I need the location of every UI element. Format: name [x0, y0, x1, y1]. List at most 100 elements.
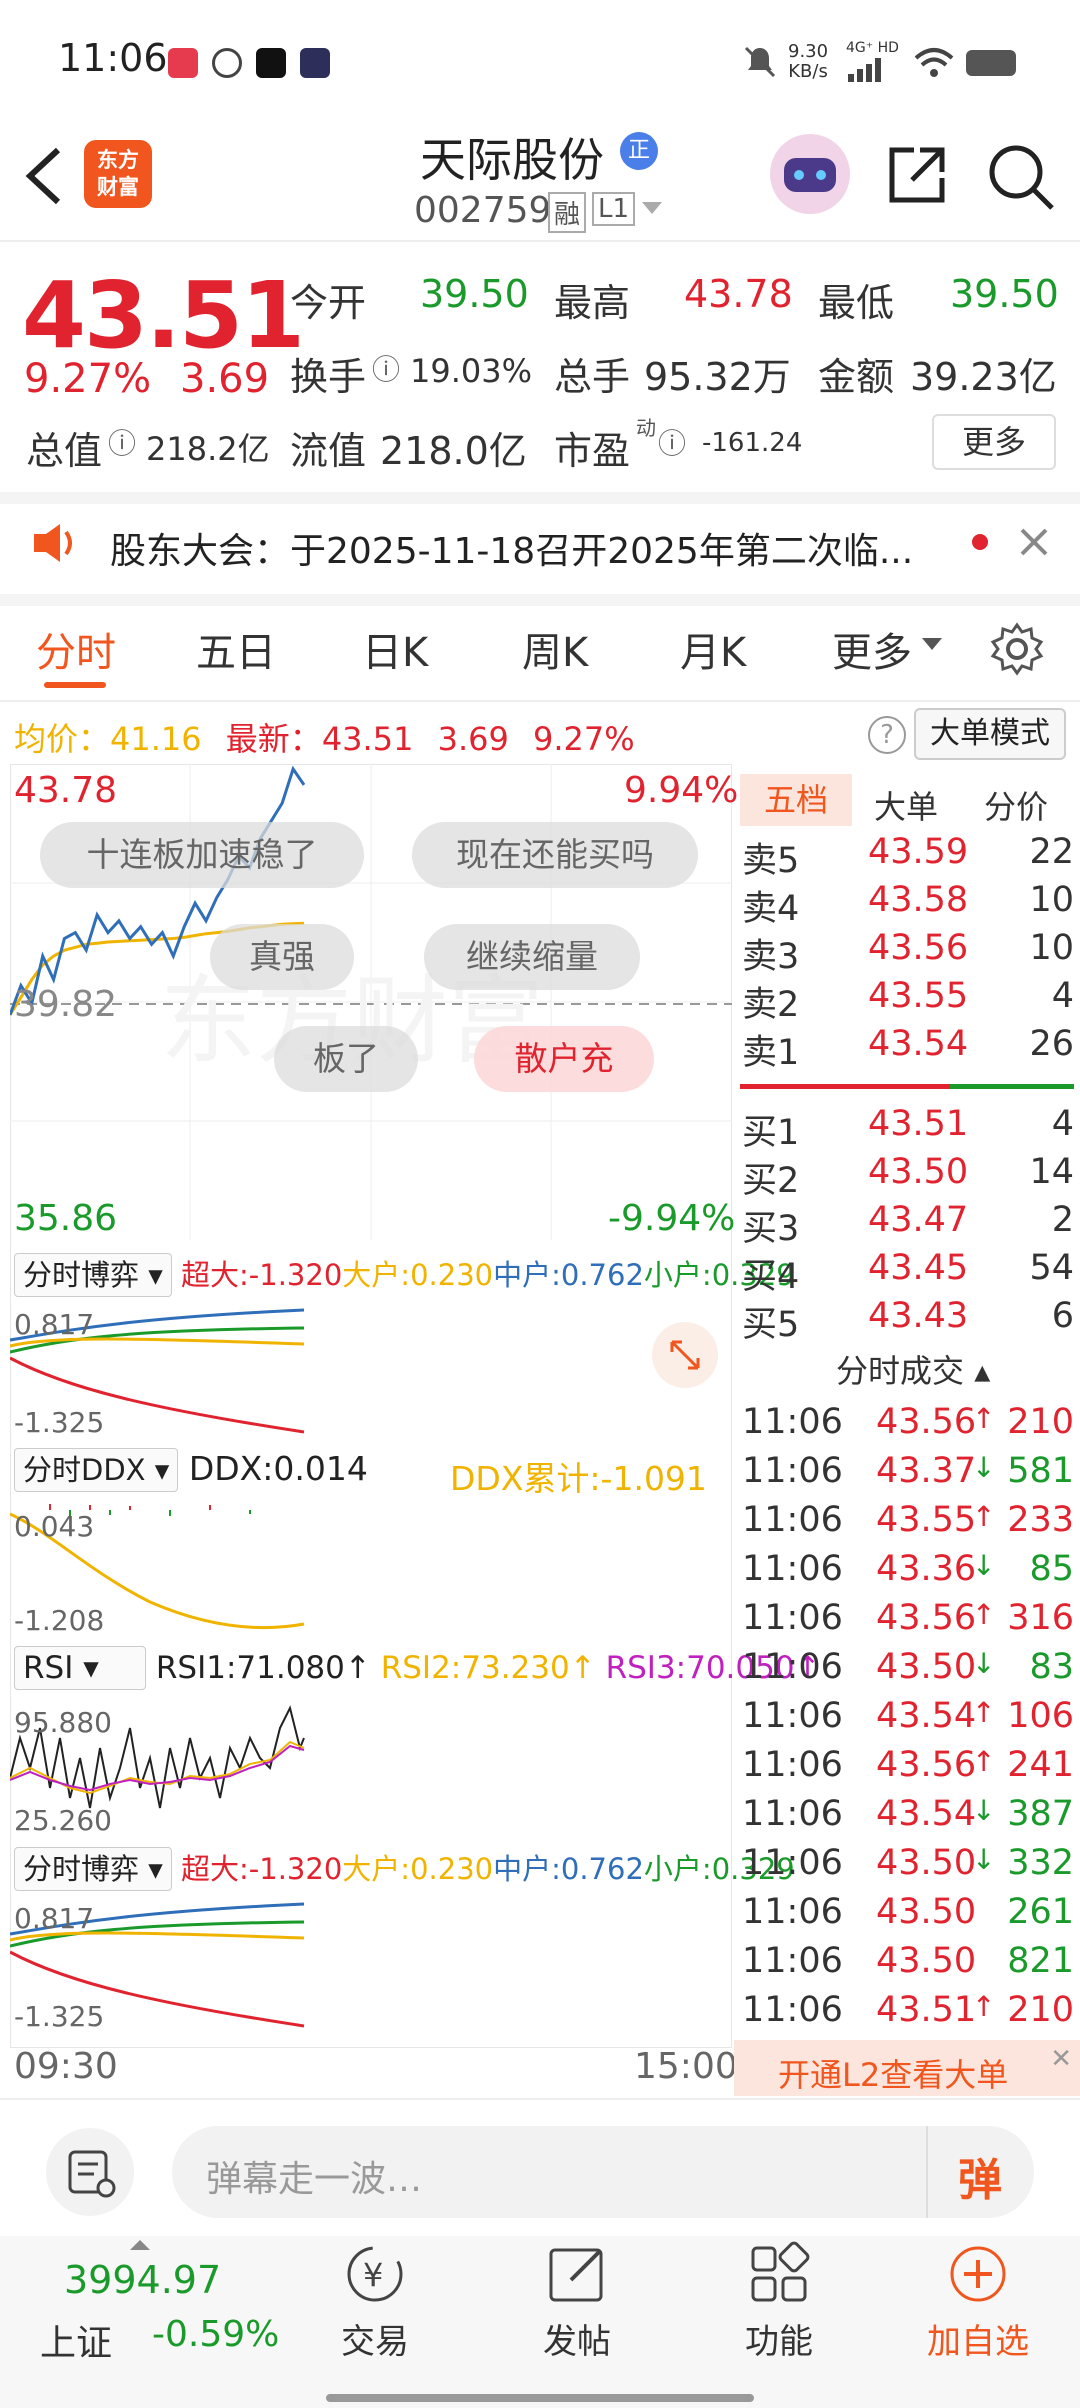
danmaku-bubble[interactable]: 板了	[274, 1026, 418, 1092]
bid-row[interactable]: 买3 43.47 2	[742, 1200, 1074, 1249]
tab-daily-k[interactable]: 日K	[362, 630, 429, 676]
search-icon[interactable]	[986, 142, 1056, 212]
indicator-select[interactable]: 分时博弈 ▾	[14, 1847, 172, 1891]
pe-label: 市盈	[554, 429, 631, 473]
ask-row[interactable]: 卖1 43.54 26	[742, 1024, 1074, 1073]
send-danmaku-button[interactable]: 弹	[926, 2126, 1034, 2218]
large-order-mode-button[interactable]: 大单模式	[914, 708, 1066, 760]
low-label: 最低	[818, 281, 895, 325]
indicator-select[interactable]: 分时博弈 ▾	[14, 1253, 172, 1297]
indicator-header: 分时DDX ▾ DDX:0.014	[14, 1448, 368, 1492]
margin-tag: 融	[548, 192, 587, 233]
y-axis-bottom-label: 35.86	[14, 1198, 118, 1239]
bid-row[interactable]: 买4 43.45 54	[742, 1248, 1074, 1297]
danmaku-bubble[interactable]: 散户充	[474, 1026, 654, 1092]
app-notification-icon	[212, 48, 242, 78]
order-volume: 10	[1029, 928, 1074, 968]
bid-ask-ratio-bar	[740, 1084, 950, 1089]
dropdown-icon	[922, 638, 942, 650]
ai-assistant-icon[interactable]	[770, 134, 850, 214]
close-icon[interactable]	[1018, 526, 1050, 558]
back-arrow-icon[interactable]	[22, 146, 66, 206]
indicator-select[interactable]: 分时DDX ▾	[14, 1448, 179, 1492]
index-value[interactable]: 3994.97	[64, 2258, 222, 2302]
settings-gear-icon[interactable]	[990, 622, 1044, 676]
home-indicator	[326, 2394, 754, 2402]
divider	[0, 2098, 1080, 2100]
ask-row[interactable]: 卖3 43.56 10	[742, 928, 1074, 977]
help-icon[interactable]: ?	[868, 716, 906, 754]
mute-bell-icon	[744, 46, 776, 78]
info-icon[interactable]: ⓘ	[108, 427, 137, 460]
order-price: 43.50	[868, 1152, 969, 1192]
indicator-bottom-label: 25.260	[14, 1804, 112, 1837]
nav-function[interactable]: 功能	[734, 2238, 824, 2378]
chart-info-bar: 均价：41.16 最新：43.51 3.69 9.27%	[14, 720, 635, 758]
order-price: 43.51	[868, 1104, 969, 1144]
bid-row[interactable]: 买1 43.51 4	[742, 1104, 1074, 1153]
up-arrow-icon: ↑	[972, 1696, 996, 1729]
nav-add-watchlist[interactable]: 加自选	[920, 2238, 1036, 2378]
trade-price: 43.36	[876, 1549, 977, 1589]
trade-time: 11:06	[742, 1892, 843, 1932]
open-value: 39.50	[420, 272, 529, 316]
ask-row[interactable]: 卖2 43.55 4	[742, 976, 1074, 1025]
tab-price-dist[interactable]: 分价	[984, 788, 1049, 826]
info-icon[interactable]: ⓘ	[372, 353, 401, 386]
trade-price: 43.51	[876, 1990, 977, 2030]
indicator-header: RSI ▾ RSI1:71.080↑ RSI2:73.230↑ RSI3:70.…	[14, 1646, 821, 1690]
trade-time: 11:06	[742, 1794, 843, 1834]
more-button[interactable]: 更多	[932, 414, 1056, 470]
share-icon[interactable]	[884, 142, 950, 208]
order-volume: 22	[1029, 832, 1074, 872]
tab-intraday[interactable]: 分时	[36, 630, 116, 676]
trade-time: 11:06	[742, 1549, 843, 1589]
info-icon[interactable]: ⓘ	[658, 427, 687, 460]
tab-more[interactable]: 更多	[832, 630, 912, 676]
trade-price: 43.56	[876, 1598, 977, 1638]
dropdown-icon[interactable]	[640, 200, 664, 218]
expand-icon[interactable]	[652, 1322, 718, 1388]
notice-text[interactable]: 股东大会：于2025-11-18召开2025年第二次临...	[110, 531, 914, 572]
high-label: 最高	[554, 281, 631, 325]
nav-trade[interactable]: ¥ 交易	[330, 2238, 420, 2378]
tab-level5[interactable]: 五档	[740, 774, 852, 826]
index-name[interactable]: 上证	[40, 2323, 113, 2364]
bid-row[interactable]: 买5 43.43 6	[742, 1296, 1074, 1345]
ask-row[interactable]: 卖4 43.58 10	[742, 880, 1074, 929]
indicator-top-label: 0.043	[14, 1510, 95, 1543]
speaker-icon	[34, 524, 72, 562]
trade-volume: 316	[1007, 1598, 1074, 1638]
trades-title[interactable]: 分时成交 ▴	[836, 1352, 991, 1390]
tab-weekly-k[interactable]: 周K	[522, 630, 589, 676]
order-price: 43.47	[868, 1200, 969, 1240]
mktcap-label: 总值	[26, 429, 103, 473]
danmaku-bubble[interactable]: 继续缩量	[424, 924, 640, 990]
danmaku-bubble[interactable]: 十连板加速稳了	[40, 822, 364, 888]
danmaku-toggle-icon[interactable]	[46, 2128, 134, 2216]
l2-banner[interactable]: 开通L2查看大单 ✕	[734, 2040, 1080, 2096]
trade-icon: ¥	[347, 2246, 403, 2302]
tab-monthly-k[interactable]: 月K	[680, 630, 747, 676]
close-icon[interactable]: ✕	[1050, 2044, 1072, 2074]
tab-large-orders[interactable]: 大单	[874, 788, 939, 826]
trade-volume: 387	[1007, 1794, 1074, 1834]
turnover-value: 19.03%	[410, 352, 533, 390]
comment-input[interactable]: 弹幕走一波…	[172, 2126, 1034, 2218]
danmaku-bubble[interactable]: 真强	[210, 924, 354, 990]
danmaku-bubble[interactable]: 现在还能买吗	[412, 822, 698, 888]
status-bar: 11:06 9.30 KB/s 4G⁺ HD	[0, 0, 1080, 120]
order-level-label: 买2	[742, 1161, 800, 1201]
bid-ask-ratio-bar	[950, 1084, 1074, 1089]
app-notification-icon	[300, 48, 330, 78]
indicator-select[interactable]: RSI ▾	[14, 1646, 146, 1690]
nav-post[interactable]: 发帖	[532, 2238, 622, 2378]
bid-row[interactable]: 买2 43.50 14	[742, 1152, 1074, 1201]
trade-volume: 332	[1007, 1843, 1074, 1883]
order-level-label: 卖3	[742, 937, 800, 977]
tab-5day[interactable]: 五日	[196, 630, 276, 676]
trade-time: 11:06	[742, 1941, 843, 1981]
index-change[interactable]: -0.59%	[152, 2314, 280, 2355]
ask-row[interactable]: 卖5 43.59 22	[742, 832, 1074, 881]
collapse-arrow-icon[interactable]	[130, 2238, 150, 2250]
